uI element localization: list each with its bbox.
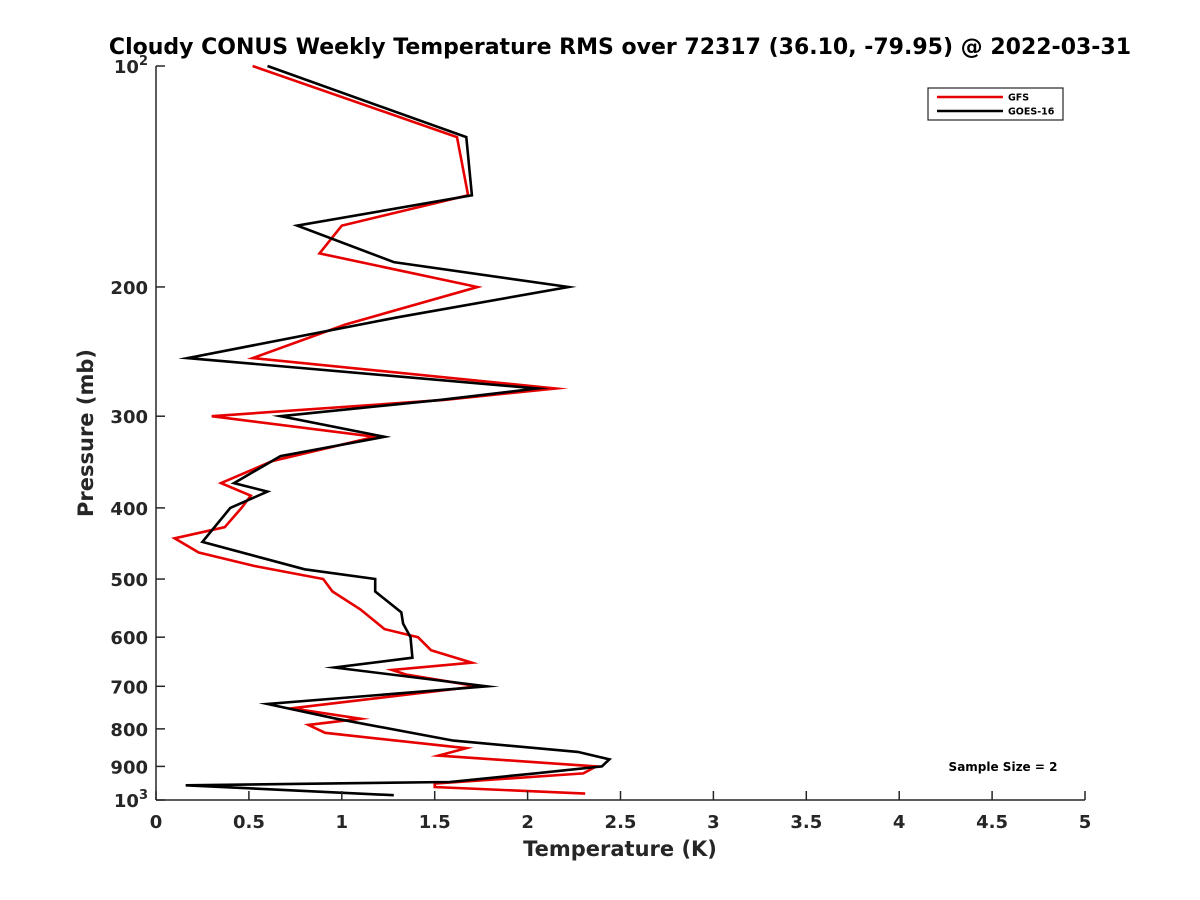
y-axis-label: Pressure (mb) (74, 349, 98, 517)
x-tick-label: 5 (1079, 812, 1092, 833)
chart-title: Cloudy CONUS Weekly Temperature RMS over… (109, 35, 1131, 60)
x-tick-label: 3.5 (790, 812, 822, 833)
x-tick-label: 3 (707, 812, 720, 833)
x-tick-label: 0.5 (233, 812, 265, 833)
y-tick-label: 500 (110, 570, 148, 591)
y-tick-label: 400 (110, 499, 148, 520)
legend-label-goes16: GOES-16 (1008, 107, 1055, 118)
x-axis-label: Temperature (K) (523, 837, 717, 861)
legend: GFS GOES-16 (927, 87, 1064, 121)
x-tick-label: 1 (336, 812, 349, 833)
y-tick-label: 300 (110, 407, 148, 428)
series-line-goes16 (178, 64, 613, 797)
x-tick-label: 4.5 (976, 812, 1008, 833)
y-tick-label: 700 (110, 677, 148, 698)
y-tick-label: 200 (110, 278, 148, 299)
plot-area (156, 66, 1085, 800)
y-tick-label: 103 (114, 788, 148, 812)
x-tick-label: 0 (150, 812, 163, 833)
x-tick-label: 4 (893, 812, 906, 833)
legend-box (927, 87, 1064, 121)
y-axis-ticks: 102 200 300 400 500 600 700 800 900 103 (110, 54, 165, 812)
x-tick-label: 1.5 (419, 812, 451, 833)
x-tick-label: 2 (521, 812, 534, 833)
legend-label-gfs: GFS (1008, 93, 1029, 104)
y-tick-label: 800 (110, 720, 148, 741)
y-tick-label: 900 (110, 757, 148, 778)
series-layer (171, 64, 613, 797)
y-tick-label: 600 (110, 628, 148, 649)
y-tick-label: 102 (114, 54, 148, 78)
series-line-gfs (171, 64, 601, 795)
x-tick-label: 2.5 (605, 812, 637, 833)
sample-size-annotation: Sample Size = 2 (949, 760, 1058, 774)
x-axis-ticks: 0 0.5 1 1.5 2 2.5 3 3.5 4 4.5 5 (150, 791, 1092, 833)
